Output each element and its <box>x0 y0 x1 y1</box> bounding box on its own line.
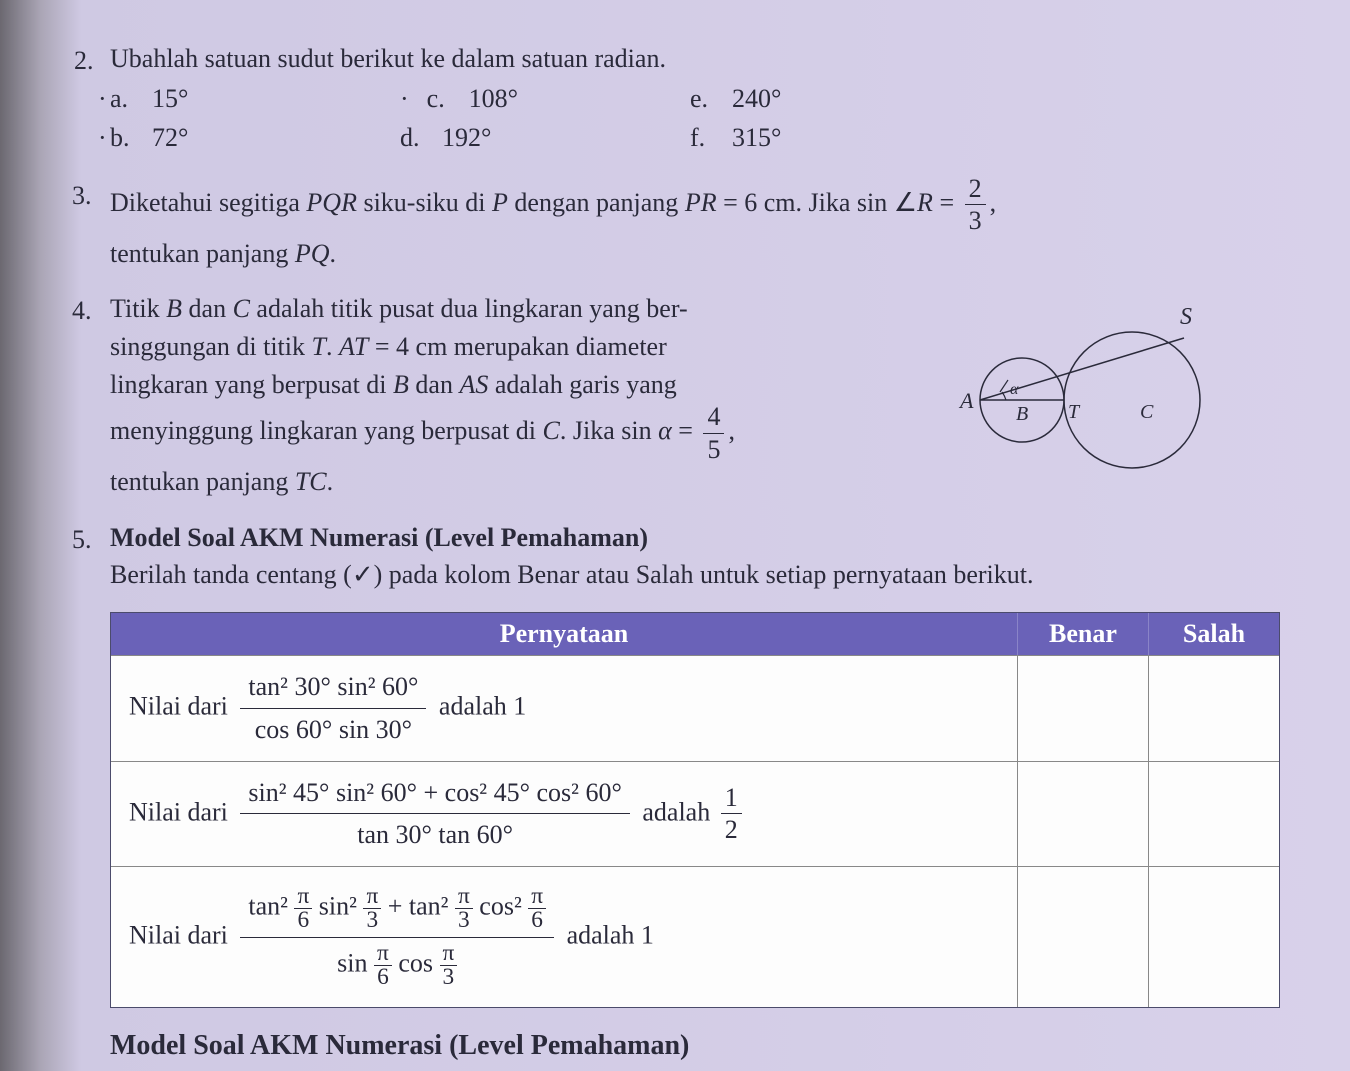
q5-number: 5. <box>72 521 92 559</box>
row2-fraction: sin² 45° sin² 60° + cos² 45° cos² 60° ta… <box>240 776 629 853</box>
row3-benar-cell[interactable] <box>1017 867 1148 1007</box>
row3-fraction: tan² π6 sin² π3 + tan² π3 cos² π6 sin π6… <box>240 885 554 990</box>
table-header: Pernyataan Benar Salah <box>111 613 1279 655</box>
statement-table: Pernyataan Benar Salah Nilai dari tan² 3… <box>110 612 1280 1008</box>
question-2: 2. Ubahlah satuan sudut berikut ke dalam… <box>110 40 1280 157</box>
row1-salah-cell[interactable] <box>1148 656 1279 761</box>
q2-number: 2. <box>74 42 94 80</box>
q4-diagram: S A B T C α <box>940 290 1240 470</box>
q2-prompt: Ubahlah satuan sudut berikut ke dalam sa… <box>110 44 666 73</box>
row2-benar-cell[interactable] <box>1017 762 1148 867</box>
label-T: T <box>1068 401 1081 423</box>
table-row: Nilai dari sin² 45° sin² 60° + cos² 45° … <box>111 761 1279 867</box>
q5-title: Model Soal AKM Numerasi (Level Pemahaman… <box>110 523 648 552</box>
question-3: 3. Diketahui segitiga PQR siku-siku di P… <box>110 175 1280 272</box>
q3-number: 3. <box>72 177 92 215</box>
label-C: C <box>1140 401 1154 423</box>
q4-fraction: 45 <box>703 403 724 463</box>
col-salah: Salah <box>1148 613 1279 655</box>
table-row: Nilai dari tan² 30° sin² 60° cos 60° sin… <box>111 655 1279 761</box>
question-4: 4. Titik B dan C adalah titik pusat dua … <box>110 290 1280 500</box>
row3-salah-cell[interactable] <box>1148 867 1279 1007</box>
table-row: Nilai dari tan² π6 sin² π3 + tan² π3 cos… <box>111 866 1279 1007</box>
row1-benar-cell[interactable] <box>1017 656 1148 761</box>
col-benar: Benar <box>1017 613 1148 655</box>
label-S: S <box>1180 304 1192 330</box>
label-B: B <box>1016 403 1028 425</box>
label-A: A <box>958 388 974 413</box>
q2-options: ·a.15° ·b.72° ·c.108° d.192° e.240° f.31… <box>110 80 1280 157</box>
question-5: 5. Model Soal AKM Numerasi (Level Pemaha… <box>110 519 1280 594</box>
q3-fraction: 23 <box>965 175 986 235</box>
label-alpha: α <box>1010 381 1019 398</box>
q5-instruction: Berilah tanda centang (✓) pada kolom Ben… <box>110 560 1034 589</box>
footer-heading: Model Soal AKM Numerasi (Level Pemahaman… <box>110 1030 1280 1062</box>
row2-salah-cell[interactable] <box>1148 762 1279 867</box>
q4-number: 4. <box>72 292 92 330</box>
col-pernyataan: Pernyataan <box>111 613 1017 655</box>
row1-fraction: tan² 30° sin² 60° cos 60° sin 30° <box>240 670 426 747</box>
